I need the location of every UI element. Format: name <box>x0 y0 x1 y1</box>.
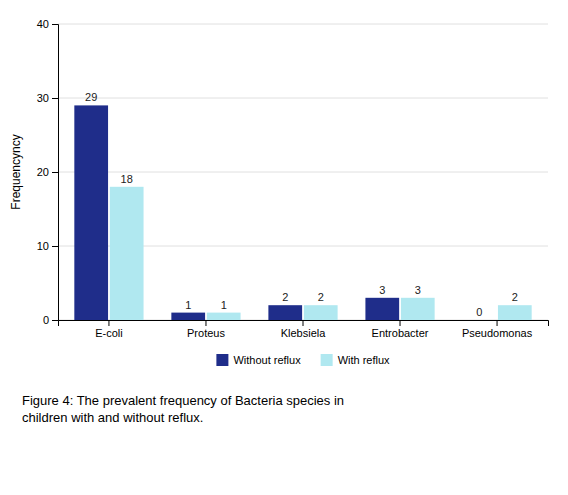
tick-mark <box>52 246 58 247</box>
grid-line <box>58 24 548 25</box>
bar <box>110 187 144 320</box>
data-label: 1 <box>221 299 227 311</box>
data-label: 2 <box>282 291 288 303</box>
caption-line: Figure 4: The prevalent frequency of Bac… <box>22 393 344 408</box>
tick-label: 0 <box>43 314 49 326</box>
tick: 10 <box>37 240 58 252</box>
axis-line <box>59 321 549 327</box>
y-axis: 0 10 20 30 40 <box>37 18 59 326</box>
tick: E-coli <box>95 320 123 339</box>
bar <box>462 320 496 321</box>
legend-label: Without reflux <box>233 354 301 366</box>
tick: Entrobacter <box>372 320 429 339</box>
legend-item: Without reflux <box>216 354 301 366</box>
bar <box>74 105 108 320</box>
bar <box>365 298 399 320</box>
tick-label: 10 <box>37 240 49 252</box>
tick: 0 <box>43 314 58 326</box>
bars <box>74 105 531 320</box>
tick-label: E-coli <box>95 327 123 339</box>
tick: Pseudomonas <box>462 320 533 339</box>
caption: Figure 4: The prevalent frequency of Bac… <box>22 393 344 425</box>
grid-line <box>58 98 548 99</box>
tick-label: Pseudomonas <box>462 327 533 339</box>
legend-swatch <box>216 354 228 366</box>
data-label: 0 <box>476 306 482 318</box>
axis-line <box>52 25 59 321</box>
legend-label: With reflux <box>338 354 390 366</box>
bar <box>401 298 435 320</box>
tick-mark <box>52 98 58 99</box>
tick-mark <box>108 320 109 326</box>
data-label: 29 <box>85 91 97 103</box>
tick-mark <box>205 320 206 326</box>
tick-mark <box>52 320 58 321</box>
data-label: 3 <box>379 284 385 296</box>
tick-label: Klebsiela <box>281 327 327 339</box>
bar <box>304 305 338 320</box>
data-label: 3 <box>415 284 421 296</box>
tick-mark <box>400 320 401 326</box>
data-label: 2 <box>512 291 518 303</box>
legend: Without reflux With reflux <box>216 354 390 366</box>
tick-label: Entrobacter <box>372 327 429 339</box>
plot: 291230181232010203040E-coliProteusKlebsi… <box>37 18 549 339</box>
tick: 30 <box>37 92 58 104</box>
tick-label: 20 <box>37 166 49 178</box>
tick: Proteus <box>187 320 225 339</box>
tick-mark <box>52 172 58 173</box>
tick-mark <box>303 320 304 326</box>
data-label: 18 <box>121 173 133 185</box>
bar-series <box>74 105 399 320</box>
tick: 40 <box>37 18 58 30</box>
bar <box>268 305 302 320</box>
y-axis-title: Frequencyncy <box>9 134 23 209</box>
x-axis: E-coli Proteus Klebsiela Entrobacter Pseudom… <box>59 320 549 339</box>
tick-mark <box>497 320 498 326</box>
tick-label: 30 <box>37 92 49 104</box>
bar <box>207 313 241 320</box>
bar <box>498 305 532 320</box>
chart: 291230181232010203040E-coliProteusKlebsi… <box>0 0 568 495</box>
tick: Klebsiela <box>281 320 327 339</box>
tick-mark <box>52 24 58 25</box>
caption-line: children with and without reflux. <box>22 410 203 425</box>
tick-label: Proteus <box>187 327 225 339</box>
data-label: 1 <box>185 299 191 311</box>
bar-series <box>110 187 532 320</box>
bar <box>171 313 205 320</box>
data-label: 2 <box>318 291 324 303</box>
legend-swatch <box>321 354 333 366</box>
data-labels: 29 1 2 3 0 18 1 2 3 2 <box>85 91 518 318</box>
tick-label: 40 <box>37 18 49 30</box>
legend-item: With reflux <box>321 354 390 366</box>
grid <box>58 24 548 320</box>
tick: 20 <box>37 166 58 178</box>
